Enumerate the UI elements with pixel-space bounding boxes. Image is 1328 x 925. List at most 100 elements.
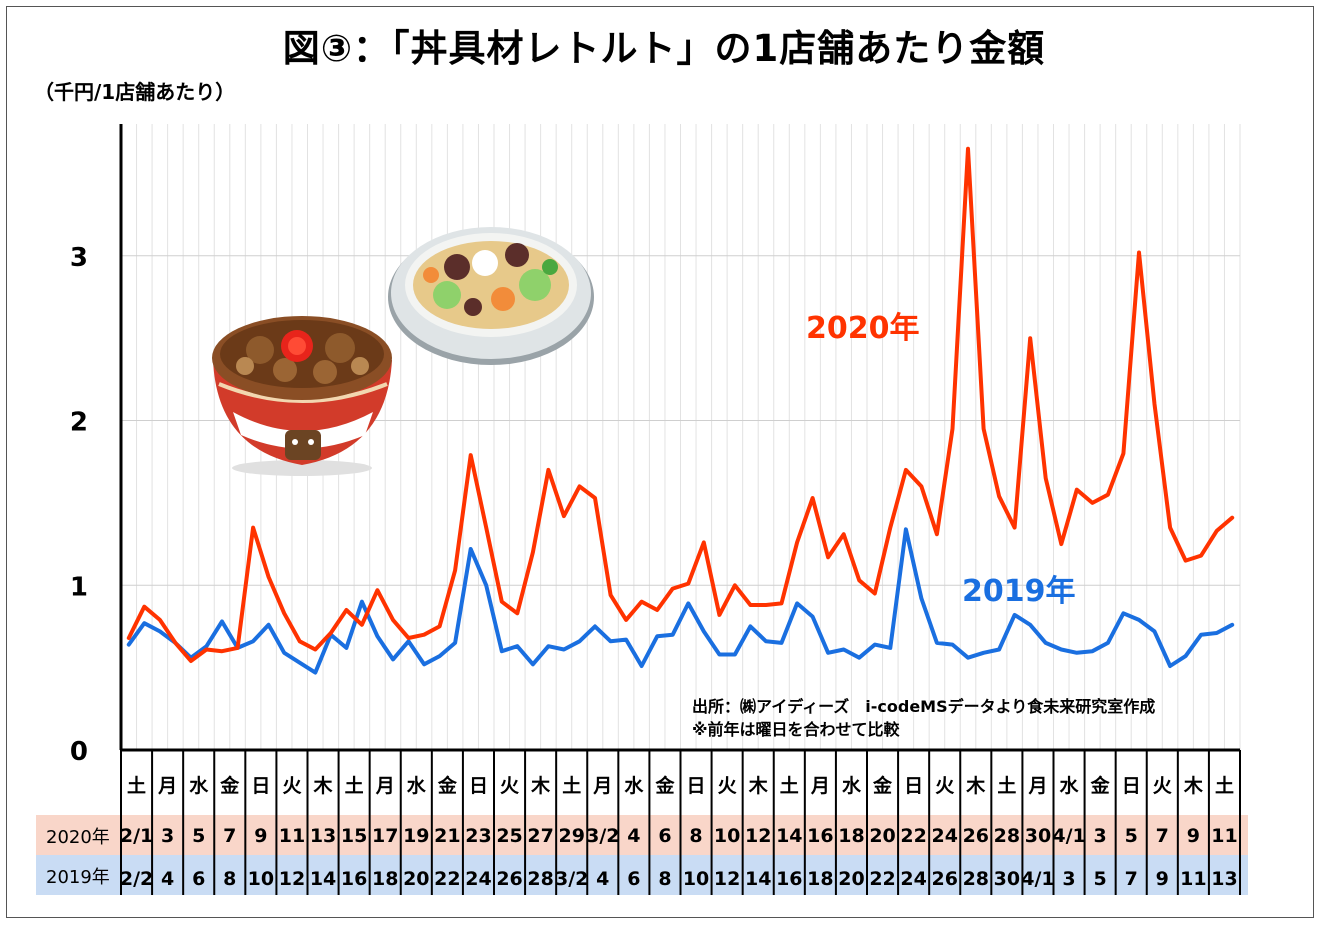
date-2019-label: 12 [714, 868, 740, 890]
weekday-label: 日 [687, 775, 706, 797]
date-2020-label: 7 [223, 825, 236, 847]
date-2020-label: 21 [434, 825, 460, 847]
date-2019-label: 2/2 [120, 868, 153, 890]
weekday-label: 土 [997, 775, 1016, 797]
weekday-label: 水 [407, 775, 427, 797]
weekday-label: 火 [500, 775, 520, 797]
weekday-label: 土 [127, 775, 146, 797]
row-2020-bg [36, 815, 1248, 855]
weekday-label: 木 [965, 774, 986, 797]
series-2019-line [126, 527, 1235, 675]
date-2020-label: 7 [1156, 825, 1169, 847]
axes [119, 124, 1241, 895]
weekday-label: 日 [251, 775, 270, 797]
weekday-label: 土 [1215, 775, 1234, 797]
date-2019-label: 4/1 [1021, 868, 1054, 890]
date-rows: 2020年 2019年 [36, 815, 1248, 895]
weekday-label: 日 [469, 775, 488, 797]
date-2020-label: 4/1 [1052, 825, 1085, 847]
weekday-label: 火 [1153, 775, 1173, 797]
weekday-label: 日 [1122, 775, 1141, 797]
weekday-label: 木 [1183, 774, 1204, 797]
date-2020-label: 25 [496, 825, 522, 847]
weekday-label: 土 [345, 775, 364, 797]
series-2020-line [126, 146, 1235, 663]
weekday-label: 水 [1060, 775, 1080, 797]
date-2020-label: 15 [341, 825, 367, 847]
weekday-label: 木 [748, 774, 769, 797]
date-2020-label: 3 [161, 825, 174, 847]
date-2019-label: 11 [1180, 868, 1206, 890]
date-2020-label: 11 [279, 825, 305, 847]
weekday-label: 月 [375, 775, 395, 797]
date-2020-label: 8 [689, 825, 702, 847]
chukadon-bowl-illustration [388, 227, 594, 365]
y-tick-label: 3 [70, 243, 88, 273]
date-2019-label: 8 [223, 868, 236, 890]
date-2019-label: 10 [683, 868, 709, 890]
weekday-label: 月 [157, 775, 177, 797]
date-2020-label: 5 [1125, 825, 1138, 847]
weekday-label: 水 [624, 775, 644, 797]
series-2019-label: 2019年 [962, 574, 1076, 609]
date-2019-label: 26 [496, 868, 522, 890]
date-2020-label: 18 [838, 825, 864, 847]
date-2020-label: 4 [627, 825, 640, 847]
date-2020-label: 28 [994, 825, 1020, 847]
tick-labels: 0123土2/12/2月34水56金78日910火1112木1314土1516月… [70, 243, 1238, 890]
date-2019-label: 28 [963, 868, 989, 890]
date-2020-label: 2/1 [120, 825, 153, 847]
date-2019-label: 4 [161, 868, 174, 890]
date-2020-label: 11 [1211, 825, 1237, 847]
date-2019-label: 7 [1125, 868, 1138, 890]
weekday-label: 水 [189, 775, 209, 797]
date-2020-label: 3 [1094, 825, 1107, 847]
weekday-label: 金 [654, 774, 675, 797]
weekday-label: 土 [562, 775, 581, 797]
weekday-label: 月 [810, 775, 830, 797]
date-2020-label: 17 [372, 825, 398, 847]
date-2020-label: 6 [658, 825, 671, 847]
date-2019-label: 12 [279, 868, 305, 890]
series-2020-label: 2020年 [806, 311, 920, 346]
row-label-2019: 2019年 [46, 867, 110, 888]
date-2020-label: 16 [807, 825, 833, 847]
date-2019-label: 16 [341, 868, 367, 890]
date-2019-label: 14 [745, 868, 771, 890]
weekday-label: 日 [904, 775, 923, 797]
date-2019-label: 14 [310, 868, 336, 890]
source-note: 出所：㈱アイディーズ i-codeMSデータより食未来研究室作成 [692, 697, 1156, 716]
y-tick-label: 1 [70, 572, 88, 602]
date-2020-label: 12 [745, 825, 771, 847]
date-2019-label: 3/2 [555, 868, 588, 890]
date-2020-label: 9 [1187, 825, 1200, 847]
date-2019-label: 8 [658, 868, 671, 890]
date-2019-label: 5 [1094, 868, 1107, 890]
date-2019-label: 9 [1156, 868, 1169, 890]
date-2019-label: 18 [807, 868, 833, 890]
date-2020-label: 20 [869, 825, 895, 847]
y-tick-label: 2 [70, 408, 88, 438]
date-2019-label: 22 [434, 868, 460, 890]
weekday-label: 土 [780, 775, 799, 797]
date-2020-label: 10 [714, 825, 740, 847]
date-2019-label: 6 [627, 868, 640, 890]
date-2020-label: 23 [465, 825, 491, 847]
date-2020-label: 29 [558, 825, 584, 847]
weekday-label: 金 [219, 774, 240, 797]
weekday-label: 金 [437, 774, 458, 797]
date-2019-label: 10 [248, 868, 274, 890]
date-2019-label: 4 [596, 868, 609, 890]
date-2019-label: 20 [838, 868, 864, 890]
date-2019-label: 24 [900, 868, 926, 890]
gyudon-bowl-illustration [212, 316, 392, 476]
date-2020-label: 30 [1025, 825, 1051, 847]
date-2019-label: 16 [776, 868, 802, 890]
date-2019-label: 22 [869, 868, 895, 890]
date-2020-label: 5 [192, 825, 205, 847]
date-2019-label: 6 [192, 868, 205, 890]
date-2020-label: 14 [776, 825, 802, 847]
weekday-label: 火 [935, 775, 955, 797]
weekday-label: 金 [1090, 774, 1111, 797]
